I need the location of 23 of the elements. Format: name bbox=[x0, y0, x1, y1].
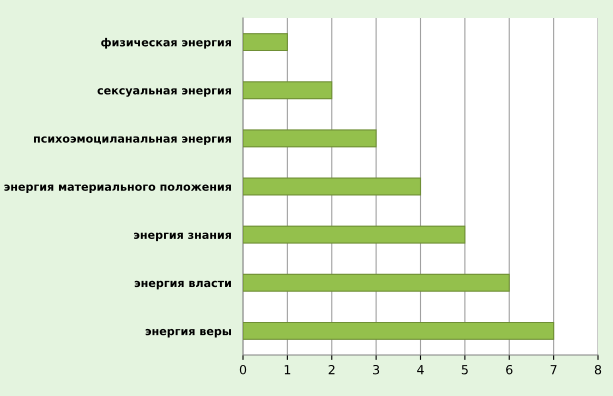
y-tick-label: энергия власти bbox=[134, 280, 231, 290]
y-tick-label: энергия материального положения bbox=[4, 184, 231, 194]
bar bbox=[243, 33, 288, 52]
x-tick-label: 5 bbox=[462, 365, 468, 374]
y-tick-label: психоэмоциланальная энергия bbox=[34, 136, 231, 145]
x-tick-label: 3 bbox=[373, 364, 380, 374]
y-tick-label: энергия веры bbox=[146, 328, 231, 338]
bar bbox=[243, 178, 422, 196]
bar bbox=[243, 81, 332, 100]
bar bbox=[243, 226, 466, 244]
x-tick-label: 6 bbox=[506, 364, 512, 374]
x-tick-label: 4 bbox=[417, 365, 424, 374]
bar bbox=[243, 129, 377, 148]
x-tick-label: 0 bbox=[240, 364, 246, 374]
bar bbox=[243, 274, 510, 292]
y-tick-label: энергия знания bbox=[134, 232, 231, 242]
y-tick-label: сексуальная энергия bbox=[98, 88, 231, 97]
bar bbox=[243, 322, 554, 340]
x-tick-label: 8 bbox=[594, 364, 602, 374]
y-tick-label: физическая энергия bbox=[101, 38, 231, 49]
x-tick-label: 7 bbox=[550, 365, 557, 374]
x-tick-label: 1 bbox=[284, 365, 290, 374]
x-tick-label: 2 bbox=[328, 364, 334, 374]
